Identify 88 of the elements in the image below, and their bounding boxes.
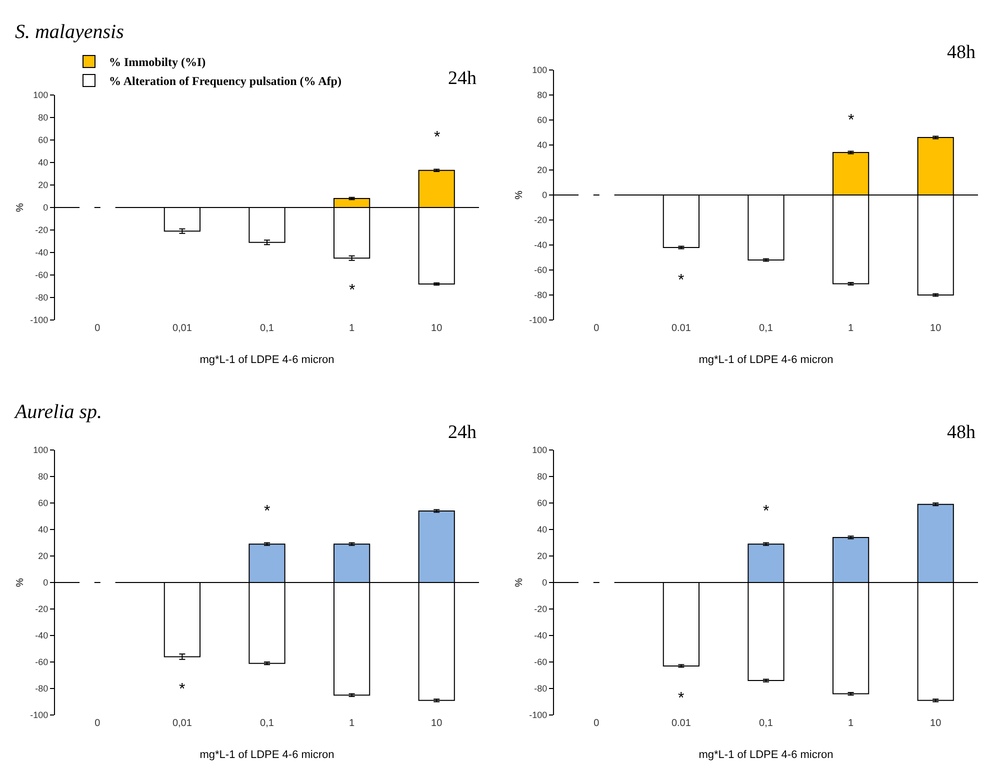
y-tick-label: 0 bbox=[542, 578, 548, 588]
y-tick-label: -60 bbox=[35, 657, 48, 668]
x-tick-label: 10 bbox=[930, 323, 942, 334]
y-tick-label: 100 bbox=[33, 445, 48, 456]
annotation: * bbox=[763, 503, 770, 520]
y-tick-label: 60 bbox=[537, 498, 548, 508]
legend-label: % Immobilty (%I) bbox=[109, 55, 206, 70]
y-tick-label: 20 bbox=[537, 551, 548, 562]
chart-subtitle: 48h bbox=[947, 42, 976, 63]
y-tick-label: -80 bbox=[35, 292, 48, 303]
x-tick-label: 0 bbox=[94, 718, 101, 729]
y-axis-title: % bbox=[15, 578, 26, 587]
x-tick-label: 1 bbox=[848, 718, 854, 729]
x-tick-label: 0 bbox=[594, 718, 600, 729]
y-tick-label: 40 bbox=[38, 158, 48, 168]
y-tick-label: 60 bbox=[38, 135, 48, 146]
y-tick-label: 80 bbox=[537, 90, 548, 100]
y-tick-label: 40 bbox=[537, 524, 548, 535]
x-tick-label: 0,1 bbox=[260, 718, 274, 729]
y-tick-label: -80 bbox=[35, 684, 48, 694]
x-tick-label: 0,01 bbox=[172, 718, 192, 729]
y-tick-label: -60 bbox=[534, 265, 548, 276]
y-tick-label: -40 bbox=[534, 630, 548, 641]
y-tick-label: -100 bbox=[529, 315, 548, 326]
y-tick-label: -60 bbox=[35, 270, 48, 280]
x-axis-title: mg*L-1 of LDPE 4-6 micron bbox=[698, 354, 834, 366]
y-tick-label: -100 bbox=[30, 315, 48, 326]
x-tick-label: 0,1 bbox=[759, 718, 774, 729]
x-tick-label: 10 bbox=[930, 718, 942, 729]
legend-label: % Alteration of Frequency pulsation (% Afp) bbox=[109, 74, 342, 88]
annotation: * bbox=[848, 112, 854, 129]
chart-subtitle: 24h bbox=[448, 68, 477, 89]
y-axis-title: % bbox=[514, 578, 526, 587]
y-tick-label: -60 bbox=[534, 657, 548, 668]
y-tick-label: -40 bbox=[35, 630, 48, 641]
y-tick-label: 100 bbox=[532, 445, 548, 456]
y-tick-label: 80 bbox=[38, 472, 48, 482]
x-tick-label: 0 bbox=[94, 323, 101, 334]
y-tick-label: 100 bbox=[33, 90, 48, 100]
x-tick-label: 0 bbox=[594, 323, 600, 334]
x-tick-label: 0.01 bbox=[671, 718, 692, 729]
y-tick-label: 80 bbox=[537, 472, 548, 482]
x-tick-label: 0.01 bbox=[671, 323, 692, 334]
annotation: * bbox=[678, 272, 684, 289]
annotation: * bbox=[678, 690, 684, 707]
y-tick-label: 20 bbox=[38, 180, 48, 190]
y-tick-label: 40 bbox=[537, 140, 548, 150]
y-tick-label: -20 bbox=[534, 215, 548, 226]
y-tick-label: 0 bbox=[43, 202, 48, 213]
x-tick-label: 0,01 bbox=[172, 323, 192, 334]
y-tick-label: -20 bbox=[35, 604, 48, 614]
y-tick-label: 60 bbox=[537, 115, 548, 126]
y-tick-label: 20 bbox=[38, 551, 48, 562]
x-tick-label: 1 bbox=[349, 718, 356, 729]
y-tick-label: 80 bbox=[38, 112, 48, 123]
x-tick-label: 0,1 bbox=[260, 323, 274, 334]
y-tick-label: -20 bbox=[534, 604, 548, 614]
y-axis-title: % bbox=[514, 190, 526, 200]
y-tick-label: 100 bbox=[532, 65, 548, 76]
y-tick-label: -40 bbox=[35, 248, 48, 258]
y-tick-label: 60 bbox=[38, 498, 48, 508]
y-tick-label: 20 bbox=[537, 165, 548, 176]
x-axis-title: mg*L-1 of LDPE 4-6 micron bbox=[200, 354, 334, 366]
x-axis-title: mg*L-1 of LDPE 4-6 micron bbox=[200, 749, 334, 761]
y-tick-label: 40 bbox=[38, 524, 48, 535]
chart-subtitle: 24h bbox=[448, 422, 477, 443]
y-tick-label: -80 bbox=[534, 684, 548, 694]
y-tick-label: 0 bbox=[542, 190, 548, 200]
y-tick-label: -100 bbox=[529, 710, 548, 720]
x-tick-label: 1 bbox=[349, 323, 356, 334]
annotation: * bbox=[179, 681, 186, 698]
chart-title: S. malayensis bbox=[14, 21, 124, 43]
x-tick-label: 0,1 bbox=[759, 323, 774, 334]
y-tick-label: 0 bbox=[43, 578, 48, 588]
annotation: * bbox=[434, 129, 440, 146]
annotation: * bbox=[349, 282, 356, 299]
chart-title: Aurelia sp. bbox=[12, 401, 102, 423]
y-tick-label: -20 bbox=[35, 225, 48, 236]
y-axis-title: % bbox=[15, 202, 26, 212]
y-tick-label: -80 bbox=[534, 290, 548, 300]
chart-subtitle: 48h bbox=[947, 422, 976, 443]
x-tick-label: 1 bbox=[848, 323, 854, 334]
y-tick-label: -100 bbox=[30, 710, 48, 720]
x-tick-label: 10 bbox=[431, 323, 443, 334]
annotation: * bbox=[264, 503, 270, 520]
x-tick-label: 10 bbox=[431, 718, 443, 729]
y-tick-label: -40 bbox=[534, 240, 548, 250]
x-axis-title: mg*L-1 of LDPE 4-6 micron bbox=[698, 749, 834, 761]
